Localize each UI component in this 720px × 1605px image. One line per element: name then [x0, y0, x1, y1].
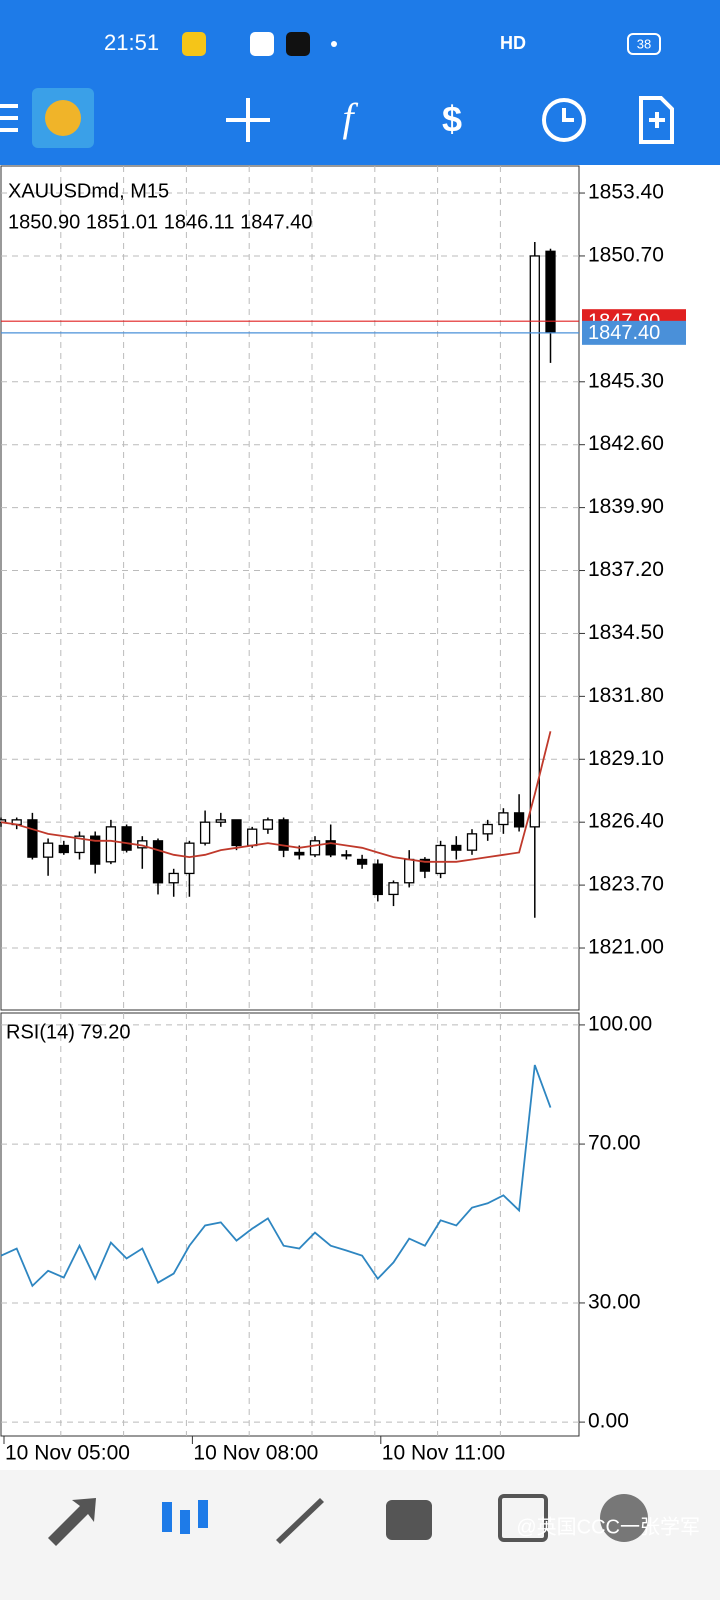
- candle-body: [90, 835, 101, 865]
- clock-button[interactable]: [542, 98, 586, 142]
- candle-body: [105, 826, 117, 863]
- candle-body: [247, 828, 258, 847]
- bottom-nav-icons: [48, 1494, 648, 1546]
- chart-tab[interactable]: [180, 1510, 190, 1534]
- app-icon: [182, 32, 206, 56]
- app-icon: [250, 32, 274, 56]
- settings-tab[interactable]: [600, 1494, 648, 1542]
- rsi-line: [0, 1064, 552, 1288]
- y-tick-label: 1853.40: [588, 181, 664, 204]
- y-tick-label: 1826.40: [588, 810, 664, 833]
- new-order-button[interactable]: [639, 96, 674, 144]
- candle-body: [121, 826, 132, 851]
- candle-body: [404, 858, 415, 884]
- candle-body: [278, 819, 289, 851]
- x-tick-label: 10 Nov 05:00: [5, 1442, 130, 1465]
- candle-body: [215, 819, 226, 823]
- candle-body: [168, 872, 179, 884]
- candle-body: [0, 819, 7, 823]
- candle-body: [199, 821, 211, 844]
- y-tick-label: 1837.20: [588, 558, 664, 581]
- candle-body: [27, 819, 38, 858]
- messages-tab[interactable]: [498, 1494, 548, 1542]
- history-tab[interactable]: [386, 1500, 432, 1540]
- candle-body: [388, 882, 399, 896]
- battery-level: 38: [637, 36, 651, 51]
- candle-body: [294, 851, 305, 856]
- rsi-panel: [0, 1012, 580, 1437]
- y-tick-label: 70.00: [588, 1132, 641, 1155]
- candle-body: [482, 823, 493, 835]
- app-icon: [286, 32, 310, 56]
- moving-average: [0, 731, 552, 863]
- app-logo-mark: [45, 100, 81, 136]
- y-tick-label: 30.00: [588, 1290, 641, 1313]
- rsi-title: RSI(14) 79.20: [6, 1021, 131, 1043]
- x-tick-label: 10 Nov 08:00: [193, 1442, 318, 1465]
- candle-body: [466, 833, 478, 851]
- candle-body: [356, 858, 368, 865]
- candle-body: [152, 840, 164, 884]
- network-type: HD: [500, 33, 526, 53]
- bottom-nav: [0, 1470, 720, 1600]
- candle-body: [231, 819, 242, 847]
- quotes-tab[interactable]: [48, 1498, 96, 1546]
- price-panel: [0, 165, 580, 1011]
- y-tick-label: 1842.60: [588, 432, 664, 455]
- candle-body: [325, 840, 336, 856]
- watermark: @英国CCC一张学军: [516, 1515, 700, 1538]
- candle-body: [372, 863, 383, 896]
- trade-tab[interactable]: [276, 1498, 324, 1544]
- y-tick-label: 100.00: [588, 1012, 652, 1035]
- dot: [331, 41, 337, 47]
- candle-body: [58, 844, 69, 854]
- y-tick-label: 1821.00: [588, 936, 664, 959]
- candle-body: [42, 842, 54, 858]
- candle-body: [341, 854, 352, 857]
- candle-body: [513, 812, 525, 828]
- chart-tab[interactable]: [162, 1502, 172, 1532]
- y-tick-label: 1850.70: [588, 243, 664, 266]
- candle-body: [309, 840, 321, 856]
- x-tick-label: 10 Nov 11:00: [382, 1442, 505, 1465]
- header-bar: [0, 0, 720, 165]
- y-tick-label: 0.00: [588, 1410, 629, 1433]
- candle-body: [451, 844, 462, 851]
- trade-button[interactable]: $: [442, 99, 462, 140]
- price-tag: [582, 320, 686, 345]
- ohlc-label: 1850.90 1851.01 1846.11 1847.40: [8, 211, 312, 233]
- y-tick-label: 1839.90: [588, 495, 664, 518]
- battery: [627, 33, 661, 55]
- plot-layer: 1853.40 1850.70 1845.30 1842.60 1839.90 1837.…: [0, 166, 686, 1465]
- y-tick-label: 1831.80: [588, 684, 664, 707]
- y-tick-label: 1845.30: [588, 369, 664, 392]
- toolbar: [0, 96, 674, 144]
- candle-body: [74, 835, 85, 854]
- clock-button[interactable]: [562, 108, 574, 122]
- status-time: 21:51: [104, 30, 159, 55]
- chart-tab[interactable]: [198, 1500, 208, 1528]
- candle-body: [184, 842, 195, 875]
- y-tick-label: 1823.70: [588, 873, 664, 896]
- candle-body: [435, 844, 446, 875]
- candle-body: [529, 255, 540, 828]
- chart-title: XAUUSDmd, M15: [8, 180, 169, 202]
- candle-body: [498, 812, 509, 826]
- price-tag-label: 1847.40: [588, 322, 660, 344]
- y-tick-label: 1834.50: [588, 621, 664, 644]
- candle-body: [419, 858, 431, 872]
- candle-body: [262, 819, 274, 830]
- y-tick-label: 1829.10: [588, 747, 664, 770]
